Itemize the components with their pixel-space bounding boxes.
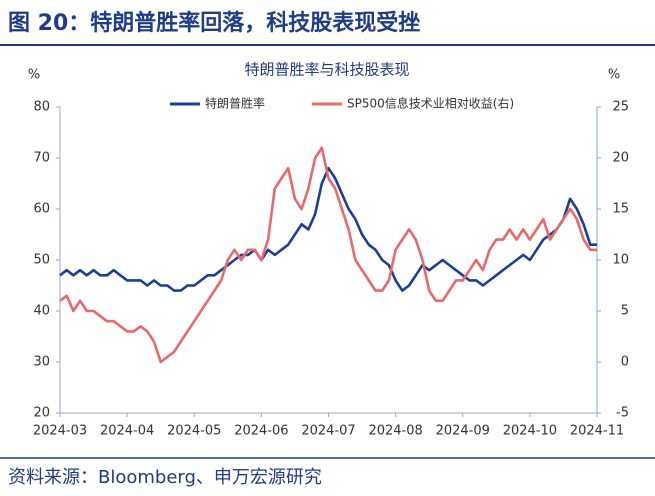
x-tick-label: 2024-08	[368, 424, 422, 439]
x-tick-label: 2024-06	[234, 424, 288, 439]
y-tick-label: 80	[33, 100, 50, 115]
x-tick-label: 2024-10	[503, 424, 557, 439]
series-line	[59, 166, 597, 292]
legend-label: 特朗普胜率	[205, 96, 265, 111]
x-tick-label: 2024-09	[436, 424, 490, 439]
series-line	[59, 146, 597, 364]
y2-tick-label: -5	[616, 406, 629, 421]
x-tick-label: 2024-03	[33, 424, 87, 439]
x-tick-label: 2024-05	[167, 424, 221, 439]
y2-tick-label: 0	[621, 355, 629, 370]
y2-label: %	[608, 68, 620, 83]
y2-tick-label: 25	[612, 100, 629, 115]
y-label: %	[28, 68, 40, 83]
x-tick-label: 2024-04	[100, 424, 154, 439]
y2-tick-label: 20	[612, 151, 629, 166]
y2-tick-label: 5	[621, 304, 629, 319]
y-tick-label: 20	[33, 406, 50, 421]
y-tick-label: 50	[33, 253, 50, 268]
x-tick-label: 2024-11	[570, 424, 624, 439]
legend-label: SP500信息技术业相对收益(右)	[347, 96, 514, 111]
header-title: 图 20：特朗普胜率回落，科技股表现受挫	[8, 10, 420, 36]
y-tick-label: 70	[33, 151, 50, 166]
chart-title: 特朗普胜率与科技股表现	[244, 61, 409, 79]
y-tick-label: 60	[33, 202, 50, 217]
y-tick-label: 30	[33, 355, 50, 370]
y-tick-label: 40	[33, 304, 50, 319]
source: 资料来源：Bloomberg、申万宏源研究	[8, 467, 322, 488]
y2-tick-label: 10	[612, 253, 629, 268]
y2-tick-label: 15	[612, 202, 629, 217]
x-tick-label: 2024-07	[301, 424, 355, 439]
